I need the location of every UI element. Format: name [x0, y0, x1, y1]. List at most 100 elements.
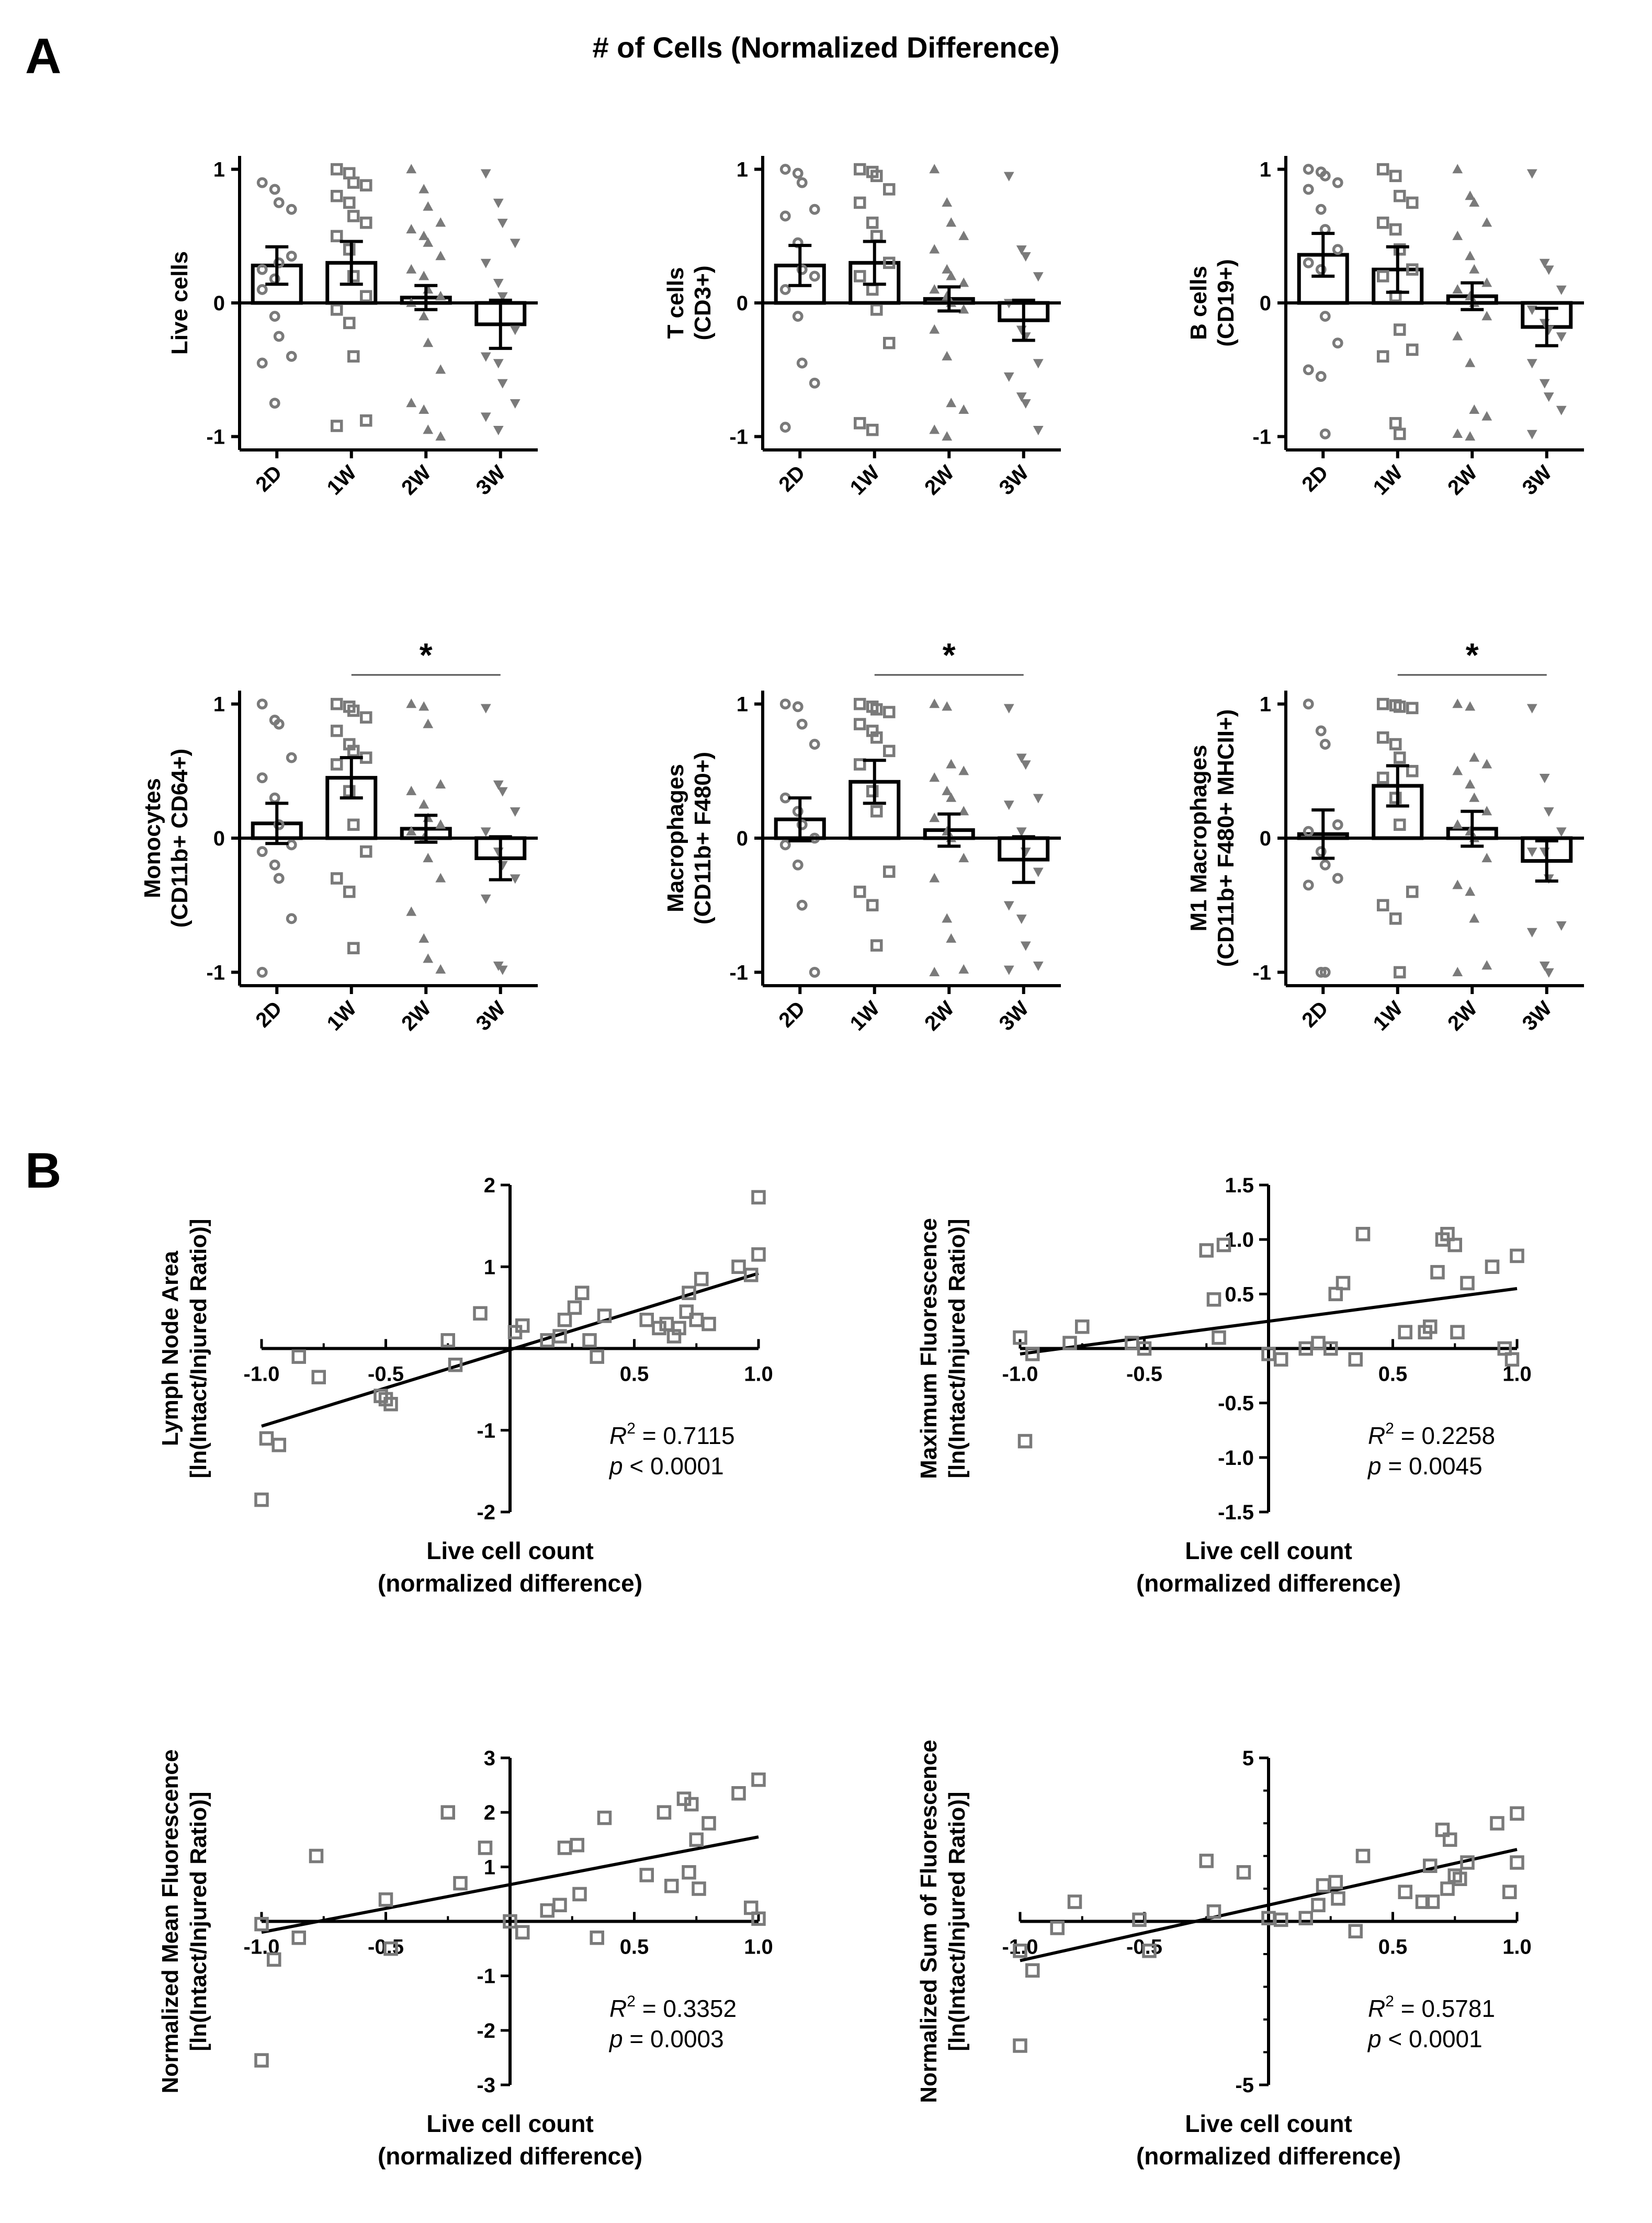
p-value-label: p < 0.0001 [608, 1452, 724, 1480]
data-point [269, 184, 280, 195]
data-point [406, 826, 417, 836]
x-tick-label: 0.5 [620, 1936, 649, 1959]
data-point [256, 357, 268, 369]
data-point [1025, 1963, 1040, 1978]
data-point [1394, 427, 1406, 441]
data-point [679, 1304, 694, 1319]
data-point [1075, 1319, 1090, 1334]
data-point [657, 1805, 672, 1820]
data-point [1013, 1330, 1027, 1345]
data-point [256, 966, 268, 978]
data-point [406, 785, 417, 795]
data-point [1389, 417, 1402, 430]
r-squared-value: = 0.7115 [636, 1422, 735, 1449]
data-point [796, 718, 808, 730]
data-point [1336, 1276, 1351, 1291]
data-point [779, 284, 791, 295]
y-axis-label: (CD11b+ F480+) [690, 752, 716, 924]
data-point [383, 1397, 398, 1412]
data-point [1315, 725, 1327, 737]
data-point [796, 357, 808, 369]
category-label: 3W [1518, 997, 1557, 1035]
data-point [480, 704, 491, 714]
data-point [929, 164, 940, 174]
data-point [360, 414, 372, 427]
data-point [1556, 285, 1567, 295]
p-value: < 0.0001 [623, 1452, 724, 1480]
data-point [510, 399, 521, 409]
data-point [1490, 1816, 1504, 1831]
data-point [286, 752, 297, 763]
y-tick-label: 1 [213, 159, 225, 182]
data-point [360, 216, 372, 229]
y-tick-label: 0.5 [1225, 1283, 1254, 1306]
data-point [942, 351, 953, 360]
data-point [331, 189, 343, 202]
data-point [497, 379, 508, 389]
data-point [1452, 428, 1463, 438]
y-tick-label: 1 [484, 1256, 495, 1279]
data-point [639, 1868, 654, 1882]
data-point [254, 2053, 269, 2068]
data-point [360, 845, 372, 858]
data-point [480, 412, 491, 422]
y-axis-label: Live cells [167, 251, 193, 355]
data-point [493, 426, 504, 436]
data-point [480, 827, 491, 837]
data-point [497, 787, 508, 797]
data-point [590, 1931, 604, 1945]
data-point [453, 1876, 468, 1891]
data-point [1003, 172, 1014, 182]
data-point [1469, 913, 1480, 923]
data-point [779, 698, 791, 710]
data-point [1298, 1911, 1313, 1925]
data-point [383, 1941, 398, 1956]
x-axis-label: (normalized difference) [1136, 1570, 1401, 1597]
data-point [1485, 1259, 1500, 1274]
data-point [1543, 265, 1554, 275]
r-superscript: 2 [1385, 1420, 1394, 1437]
data-point [423, 853, 434, 863]
data-point [1465, 779, 1476, 789]
data-point [1394, 189, 1406, 202]
r-superscript: 2 [627, 1993, 636, 2010]
data-point [1440, 1227, 1455, 1242]
data-point [883, 336, 896, 349]
r-squared-value: = 0.3352 [636, 1995, 737, 2022]
data-point [360, 290, 372, 302]
data-point [1497, 1341, 1512, 1356]
data-point [378, 1892, 393, 1907]
data-point [256, 772, 268, 784]
p-value-label: p = 0.0045 [1367, 1452, 1483, 1480]
y-axis-label: Macrophages [663, 764, 688, 912]
data-point [1452, 331, 1463, 341]
data-point [1423, 1858, 1438, 1873]
data-point [1033, 794, 1044, 804]
data-point [493, 359, 504, 369]
category-label: 1W [846, 461, 885, 500]
data-point [958, 765, 969, 775]
data-point [1274, 1352, 1288, 1367]
data-point [942, 431, 953, 441]
data-point [503, 1914, 517, 1929]
data-point [343, 196, 356, 209]
data-point [796, 819, 808, 830]
data-point [590, 1349, 604, 1364]
y-tick-label: 5 [1242, 1747, 1254, 1770]
data-point [273, 197, 285, 208]
y-tick-label: 0 [1260, 292, 1271, 315]
data-point [854, 758, 866, 771]
data-point [1328, 1875, 1343, 1890]
data-point [1389, 738, 1402, 751]
data-point [792, 859, 804, 871]
data-point [779, 422, 791, 433]
data-point [1377, 697, 1389, 710]
data-point [423, 718, 434, 728]
data-point [1425, 1894, 1440, 1909]
data-point [1003, 965, 1014, 975]
data-point [929, 324, 940, 334]
data-point [1274, 1912, 1288, 1927]
data-point [1332, 337, 1343, 349]
y-tick-label: -1 [1252, 961, 1271, 984]
data-point [1415, 1894, 1430, 1909]
